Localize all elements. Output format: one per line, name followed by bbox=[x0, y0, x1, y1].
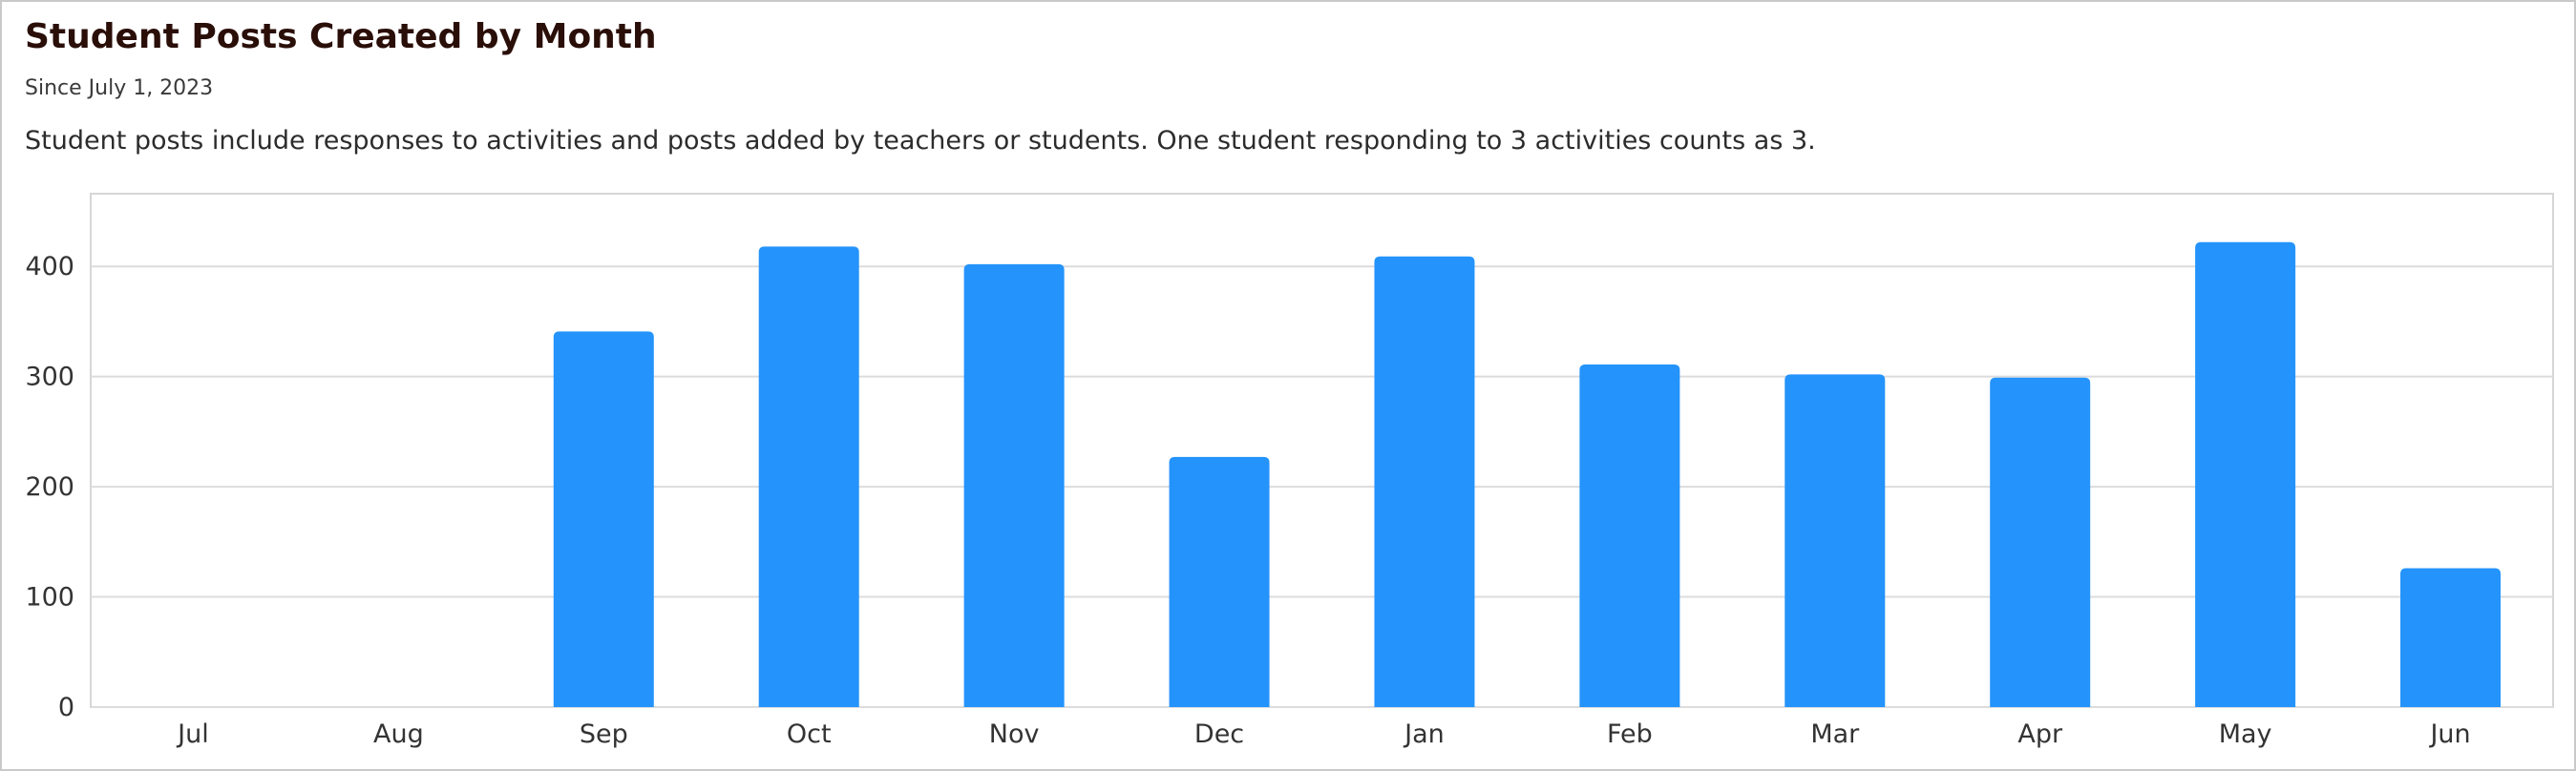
bar-nov bbox=[963, 263, 1065, 707]
chart-description: Student posts include responses to activ… bbox=[25, 126, 1816, 156]
bar-sep bbox=[553, 331, 654, 707]
x-tick-label: Jan bbox=[1403, 719, 1445, 749]
x-tick-label: Apr bbox=[2017, 719, 2063, 749]
y-tick-label: 0 bbox=[58, 693, 74, 722]
x-tick-label: Feb bbox=[1607, 719, 1653, 749]
bar-apr bbox=[1990, 377, 2091, 707]
x-tick-label: Nov bbox=[989, 719, 1040, 749]
bar-feb bbox=[1579, 364, 1680, 707]
bar-dec bbox=[1169, 456, 1270, 707]
bar-jun bbox=[2400, 568, 2502, 707]
y-tick-label: 400 bbox=[25, 252, 74, 281]
x-tick-label: Aug bbox=[373, 719, 424, 749]
x-tick-label: Jun bbox=[2428, 719, 2470, 749]
bar-mar bbox=[1784, 374, 1886, 707]
x-tick-label: Dec bbox=[1194, 719, 1244, 749]
y-tick-label: 300 bbox=[25, 363, 74, 392]
x-tick-label: Sep bbox=[580, 719, 628, 749]
x-tick-label: May bbox=[2219, 719, 2272, 749]
x-tick-label: Oct bbox=[787, 719, 832, 749]
y-tick-label: 100 bbox=[25, 583, 74, 613]
chart-title: Student Posts Created by Month bbox=[25, 17, 657, 56]
bar-may bbox=[2195, 241, 2296, 707]
y-tick-label: 200 bbox=[25, 472, 74, 502]
chart-subtitle: Since July 1, 2023 bbox=[25, 76, 214, 100]
bar-oct bbox=[758, 246, 859, 707]
x-tick-label: Jul bbox=[176, 719, 209, 749]
bar-jan bbox=[1374, 256, 1475, 707]
x-tick-label: Mar bbox=[1810, 719, 1860, 749]
plot-area-border bbox=[90, 193, 2554, 708]
